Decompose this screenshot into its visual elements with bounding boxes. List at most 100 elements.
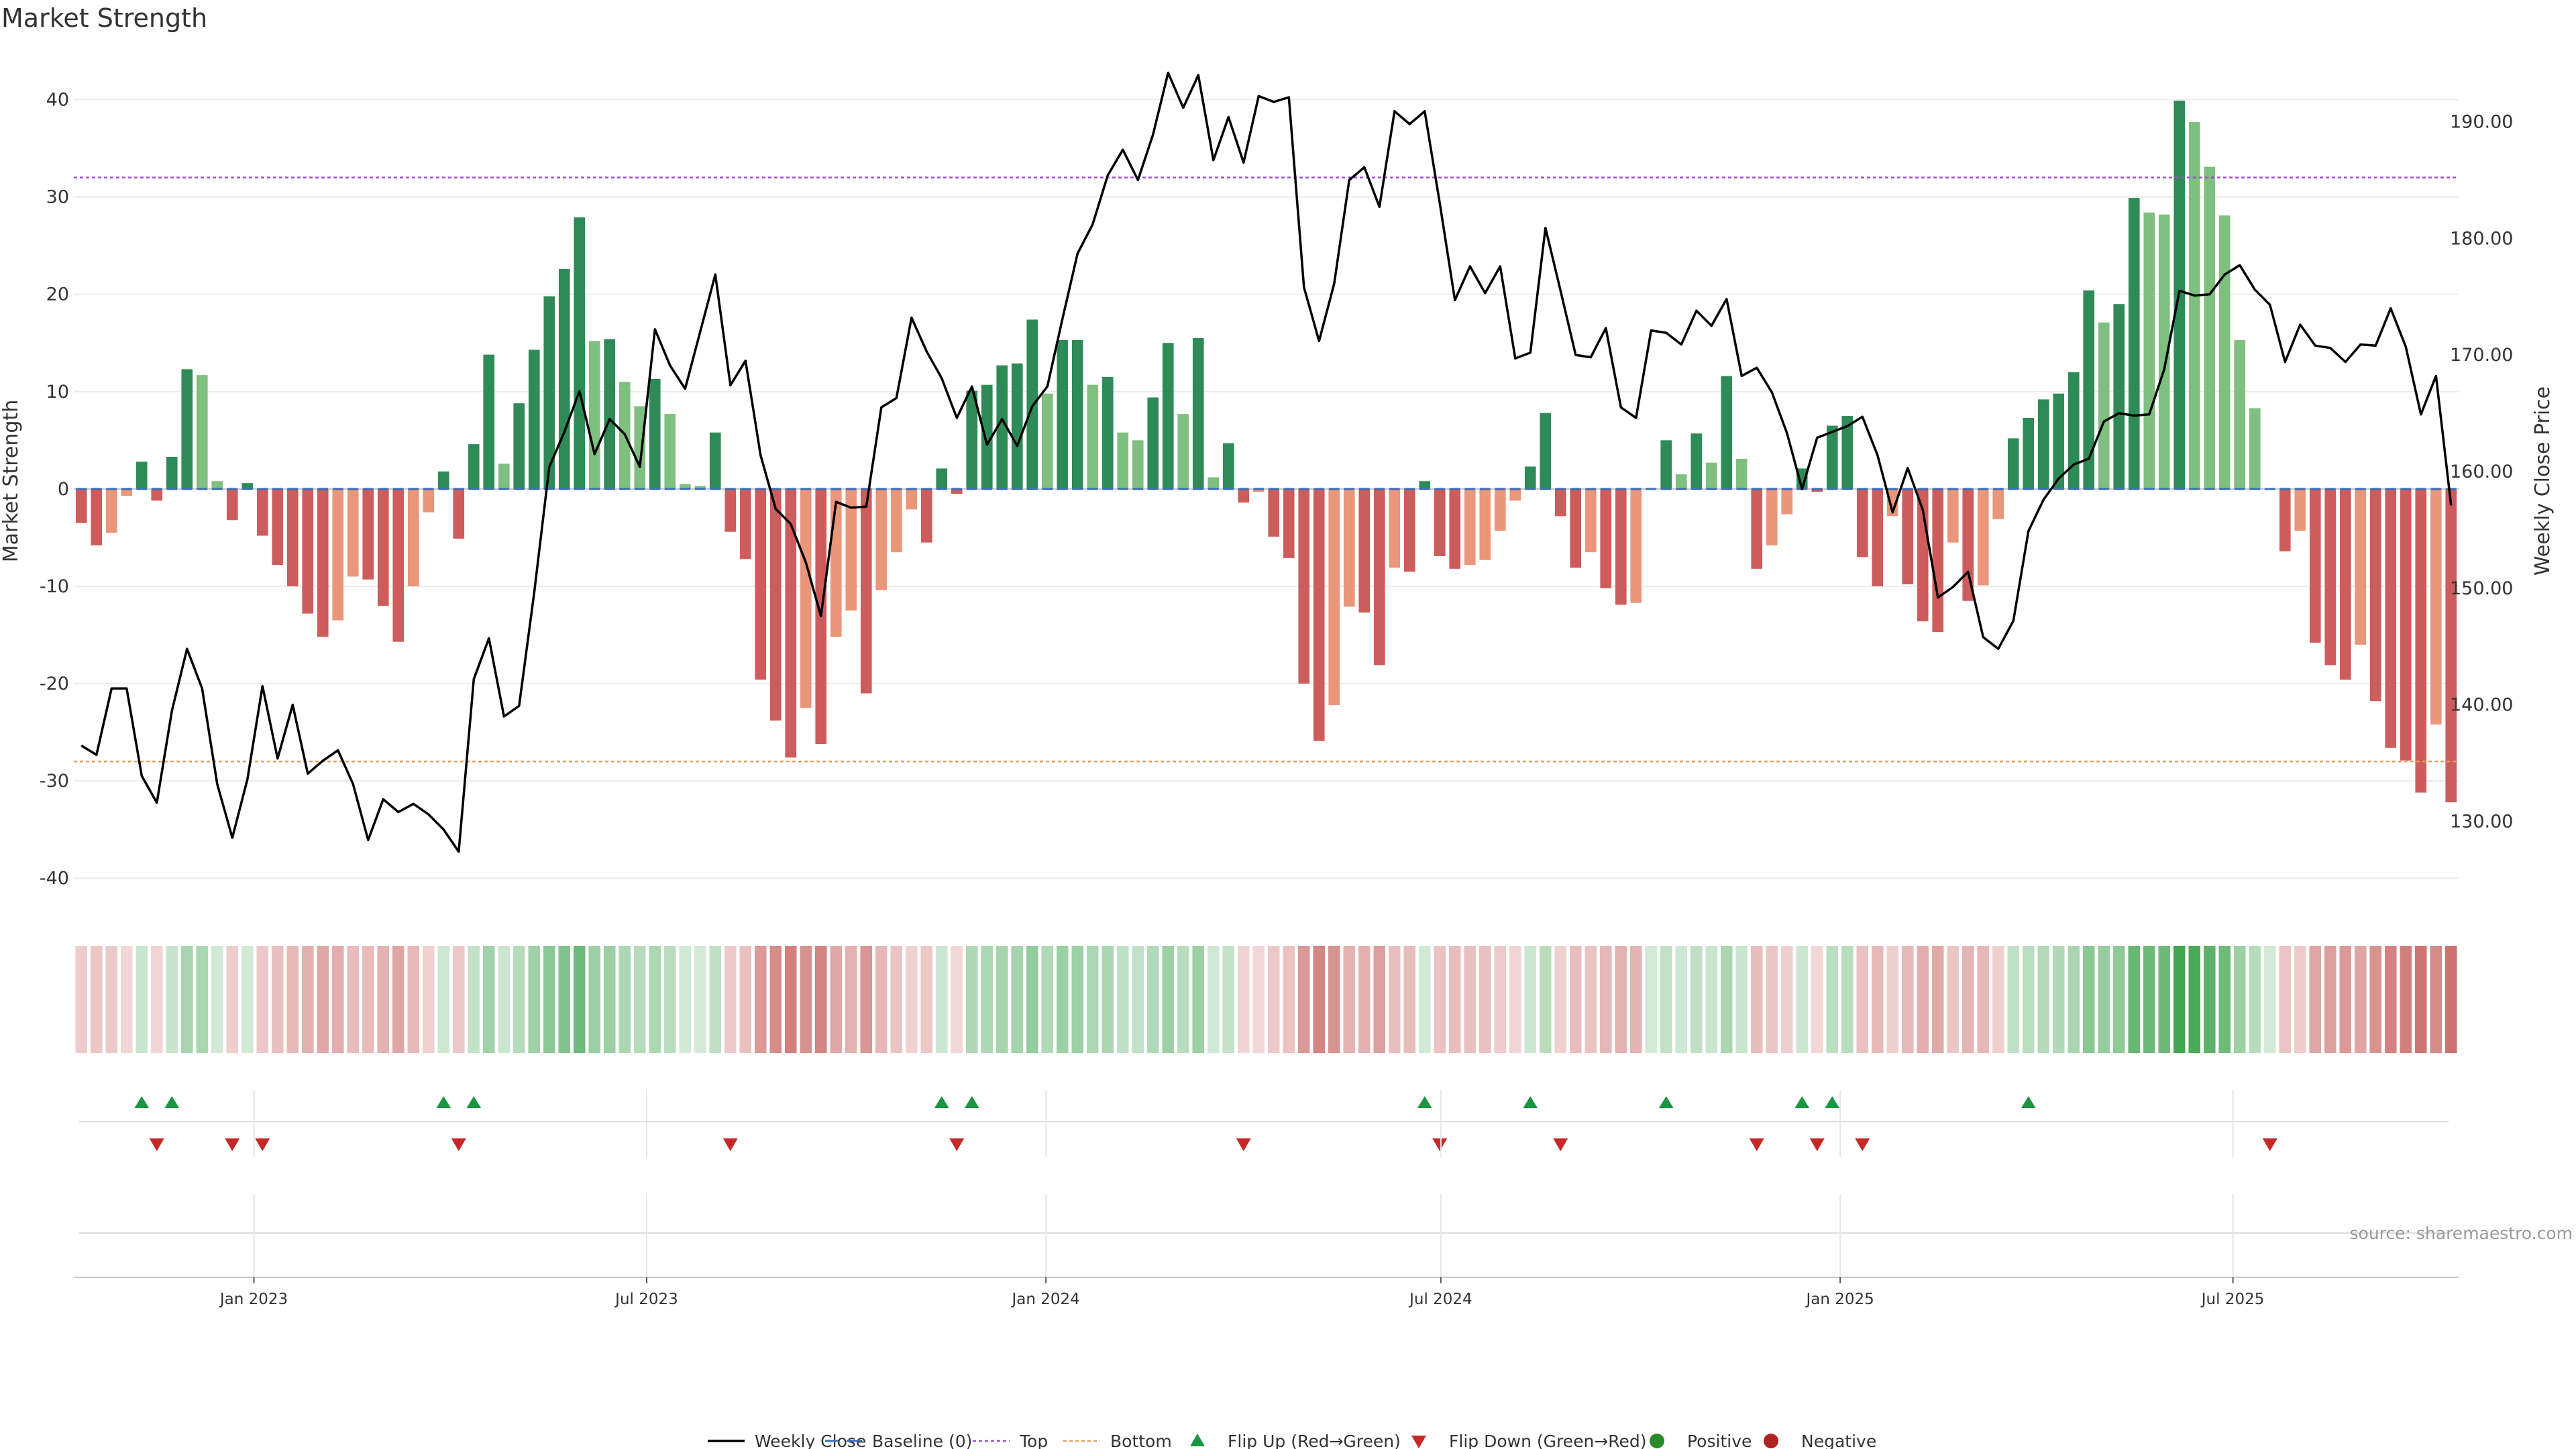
heat-cell xyxy=(2309,946,2322,1053)
strength-bar xyxy=(860,488,872,694)
legend-label: Flip Down (Green→Red) xyxy=(1449,1432,1647,1449)
strength-bar xyxy=(272,488,284,566)
strength-bar xyxy=(890,488,902,553)
heat-cell xyxy=(1750,946,1763,1053)
strength-bar xyxy=(1962,488,1974,601)
strength-bar xyxy=(181,369,193,489)
heat-cell xyxy=(935,946,948,1053)
heat-cell xyxy=(2279,946,2292,1053)
legend-swatch-negative xyxy=(1764,1434,1778,1448)
y-tick-label: -30 xyxy=(40,771,69,792)
strength-bar xyxy=(75,488,87,523)
strength-bar xyxy=(2324,488,2337,665)
heat-cell xyxy=(845,946,857,1053)
strength-bar xyxy=(1615,488,1627,605)
heat-cell xyxy=(105,946,118,1053)
heat-cell xyxy=(1388,946,1401,1053)
flip-up-marker xyxy=(164,1096,180,1108)
strength-bar xyxy=(1735,458,1748,489)
heat-cell xyxy=(1645,946,1658,1053)
flip-up-marker xyxy=(134,1096,150,1108)
strength-bar xyxy=(317,488,329,637)
heat-cell xyxy=(1977,946,1990,1053)
strength-bar xyxy=(1721,376,1733,489)
heat-cell xyxy=(588,946,601,1053)
heat-cell xyxy=(1720,946,1733,1053)
y-tick-label: -20 xyxy=(40,674,69,694)
heat-cell xyxy=(1780,946,1793,1053)
heat-cell xyxy=(271,946,284,1053)
strength-bar xyxy=(423,488,435,513)
heat-cell xyxy=(1629,946,1642,1053)
heat-cell xyxy=(2037,946,2050,1053)
heat-cell xyxy=(286,946,299,1053)
strength-bar xyxy=(2037,399,2049,489)
strength-bar xyxy=(2068,372,2080,489)
y2-tick-label: 160.00 xyxy=(2450,462,2513,482)
legend-item-top: Top xyxy=(973,1432,1048,1449)
strength-bar xyxy=(2430,488,2442,724)
heat-cell xyxy=(2233,946,2246,1053)
flip-down-marker xyxy=(225,1138,240,1151)
y2-tick-label: 170.00 xyxy=(2450,345,2513,366)
flip-up-marker xyxy=(2021,1096,2036,1108)
strength-bars xyxy=(75,100,2457,803)
heat-cell xyxy=(558,946,571,1053)
heat-cell xyxy=(1297,946,1310,1053)
heat-cell xyxy=(739,946,752,1053)
strength-bar xyxy=(936,468,948,489)
heat-cell xyxy=(860,946,873,1053)
heat-cell xyxy=(694,946,706,1053)
strength-bar xyxy=(483,354,495,489)
strength-bar xyxy=(2218,215,2231,489)
strength-bar xyxy=(1509,488,1521,501)
flip-up-marker xyxy=(466,1096,482,1108)
strength-bar xyxy=(2415,488,2427,793)
heat-cell xyxy=(1192,946,1205,1053)
strength-bar xyxy=(211,481,223,489)
strength-bar xyxy=(2339,488,2351,680)
strength-bar xyxy=(377,488,389,606)
heat-cell xyxy=(1992,946,2004,1053)
legend-label: Negative xyxy=(1801,1432,1876,1449)
heat-cell xyxy=(317,946,329,1053)
heat-cell xyxy=(2203,946,2216,1053)
strength-bar xyxy=(1932,488,1944,633)
strength-bar xyxy=(1479,488,1491,560)
strength-bar xyxy=(1811,488,1823,492)
legend-swatch-flip-up xyxy=(1190,1434,1205,1446)
strength-bar xyxy=(2143,212,2155,489)
strength-bar xyxy=(1208,477,1220,489)
heat-cell xyxy=(1222,946,1235,1053)
strength-bar xyxy=(1087,384,1099,489)
heat-cell xyxy=(769,946,782,1053)
x-axis-ticks: Jan 2023 Jul 2023 Jan 2024 Jul 2024 Jan 2025… xyxy=(219,1090,2264,1308)
strength-bar xyxy=(875,488,888,590)
y2-tick-label: 150.00 xyxy=(2450,578,2513,599)
strength-bar xyxy=(1192,337,1204,489)
strength-bar xyxy=(226,488,238,521)
heat-cell xyxy=(1615,946,1627,1053)
strength-bar xyxy=(1117,432,1129,489)
strength-bar xyxy=(2158,214,2170,489)
strength-bar xyxy=(951,488,963,494)
strength-bar xyxy=(800,488,812,708)
heat-cell xyxy=(1917,946,1929,1053)
flip-up-marker xyxy=(1417,1096,1432,1108)
strength-bar xyxy=(769,488,782,721)
heat-cell xyxy=(2128,946,2141,1053)
heat-cell xyxy=(1841,946,1854,1053)
strength-bar xyxy=(166,456,178,489)
heat-cell xyxy=(1237,946,1250,1053)
strength-bar xyxy=(1011,363,1023,489)
weekly-close-line xyxy=(80,71,2453,853)
heat-cell xyxy=(1690,946,1703,1053)
y2-tick-label: 180.00 xyxy=(2450,228,2513,249)
flip-down-marker xyxy=(1553,1138,1568,1151)
heat-cell xyxy=(331,946,344,1053)
strength-bar xyxy=(1102,377,1114,489)
strength-bar xyxy=(1766,488,1778,546)
strength-bar xyxy=(981,384,993,489)
heat-cell xyxy=(784,946,797,1053)
flip-down-marker xyxy=(451,1138,466,1151)
